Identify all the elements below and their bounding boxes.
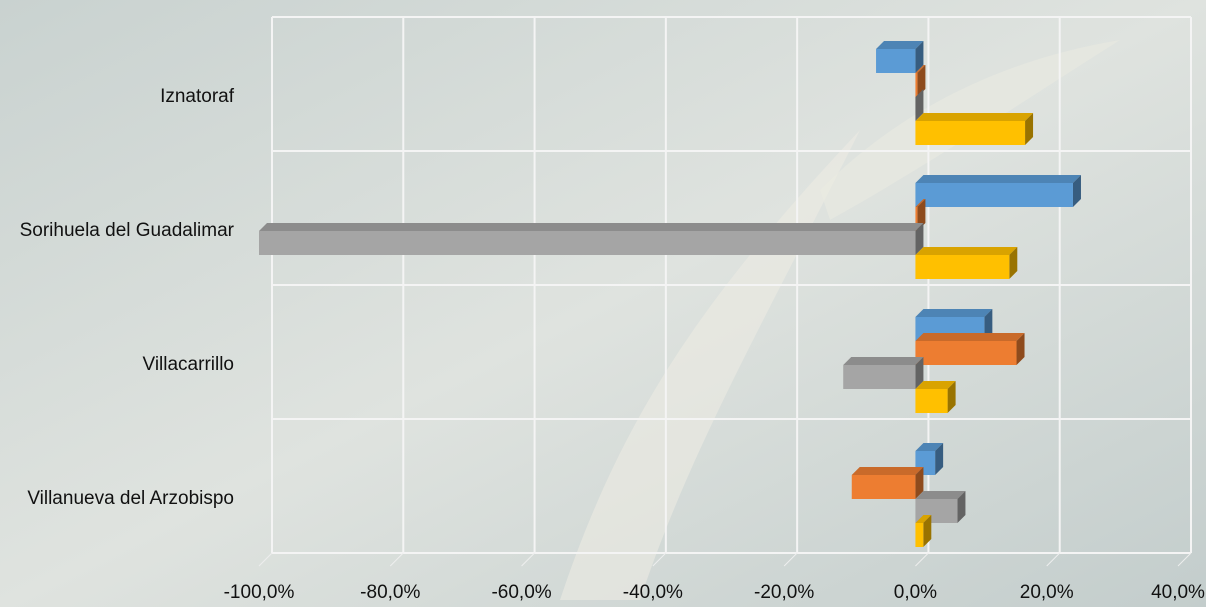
tick-mark	[915, 552, 929, 567]
bar	[915, 333, 1025, 365]
bar	[876, 41, 924, 73]
bar-front	[915, 389, 948, 413]
bar-side	[915, 223, 924, 255]
bar-side	[915, 357, 924, 389]
bar-top	[915, 199, 926, 207]
tick-mark	[1177, 552, 1192, 567]
bar-side	[1016, 333, 1025, 365]
bar	[843, 357, 924, 389]
bar-top	[915, 113, 1034, 121]
bar-front	[915, 255, 1010, 279]
bar-top	[851, 467, 924, 475]
bar-top	[876, 41, 924, 49]
tick-mark	[521, 552, 535, 567]
bar-front	[876, 49, 916, 73]
bar-top	[915, 309, 993, 317]
tick-mark	[783, 552, 798, 567]
bar-top	[843, 357, 924, 365]
bar-top	[915, 247, 1018, 255]
tick-mark	[389, 552, 404, 567]
tick-mark	[258, 552, 273, 567]
bar-front	[259, 231, 916, 255]
bar-front	[915, 341, 1017, 365]
x-tick-label: -100,0%	[224, 582, 295, 603]
bar-side	[935, 443, 944, 475]
bar-front	[851, 475, 916, 499]
category-label: Villanueva del Arzobispo	[27, 488, 234, 509]
bar-top	[915, 65, 926, 73]
bar-side	[917, 65, 926, 97]
category-label: Iznatoraf	[160, 86, 235, 107]
tick-mark	[1046, 552, 1061, 567]
bar-front	[915, 523, 924, 547]
bar-side	[915, 89, 924, 121]
bar-top	[915, 381, 956, 389]
category-label: Sorihuela del Guadalimar	[20, 220, 235, 241]
bar-top	[915, 333, 1025, 341]
bar-side	[1072, 175, 1081, 207]
bar-top	[259, 223, 924, 231]
bar	[915, 491, 966, 523]
bar-side	[957, 491, 966, 523]
x-tick-label: -60,0%	[491, 582, 551, 603]
bar	[915, 443, 944, 475]
x-tick-label: 40,0%	[1151, 582, 1205, 603]
bar-side	[915, 41, 924, 73]
bar	[915, 113, 1034, 145]
category-label: Villacarrillo	[142, 354, 234, 375]
bar	[259, 223, 924, 255]
bar	[915, 515, 932, 547]
bar-side	[915, 467, 924, 499]
x-tick-label: -80,0%	[360, 582, 420, 603]
bar	[915, 381, 956, 413]
bar-front	[915, 73, 918, 97]
bar	[915, 247, 1018, 279]
bar	[915, 65, 926, 97]
bar-top	[915, 175, 1081, 183]
x-tick-label: 20,0%	[1020, 582, 1074, 603]
bar-side	[1009, 247, 1018, 279]
bar-side	[947, 381, 956, 413]
bar	[915, 89, 924, 121]
bar-side	[1025, 113, 1034, 145]
bar	[851, 467, 924, 499]
bar-top	[915, 491, 966, 499]
x-tick-label: -20,0%	[754, 582, 814, 603]
bar	[915, 175, 1081, 207]
bar-top	[915, 515, 932, 523]
x-tick-label: 0,0%	[894, 582, 937, 603]
bar-front	[843, 365, 916, 389]
x-tick-label: -40,0%	[623, 582, 683, 603]
tick-mark	[652, 552, 667, 567]
bar-front	[915, 121, 1026, 145]
bar-top	[915, 443, 944, 451]
bar-front	[915, 183, 1073, 207]
bar-side	[923, 515, 932, 547]
